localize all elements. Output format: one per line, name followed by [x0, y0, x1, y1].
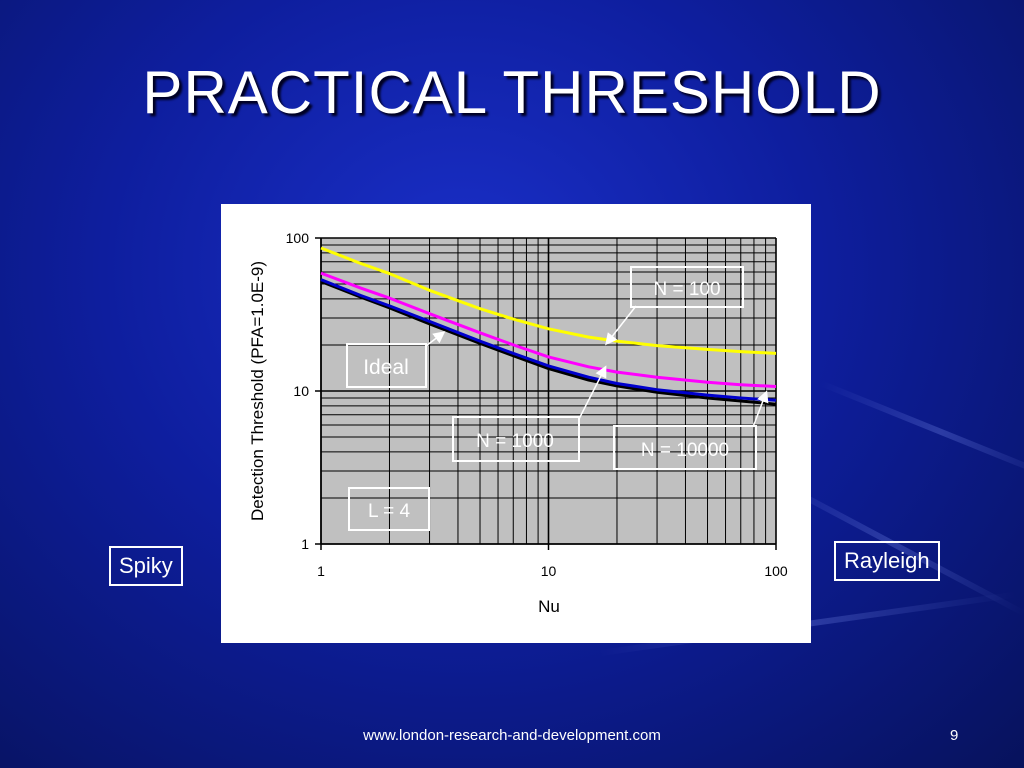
x-tick-label: 1 [317, 563, 325, 579]
annotation-n10000-label: N = 10000 [641, 440, 729, 461]
rayleigh-label: Rayleigh [834, 541, 940, 581]
axes [315, 237, 777, 550]
series-line-n-100 [320, 246, 777, 355]
annotation-n1000-arrow [578, 365, 607, 420]
y-axis-label: Detection Threshold (PFA=1.0E-9) [248, 261, 267, 521]
x-tick-label: 100 [764, 563, 788, 579]
background-streak [818, 380, 1024, 484]
slide-title: PRACTICAL THRESHOLD [142, 59, 882, 126]
chart: 1 10 100 1 10 100 Nu Detection Threshold (PFA… [248, 230, 788, 616]
annotation-n10000-arrow [752, 390, 769, 428]
x-tick-label: 10 [541, 563, 557, 579]
annotation-n1000-label: N = 1000 [476, 431, 554, 452]
annotation-ideal-label: Ideal [363, 356, 409, 379]
annotation-n100-arrow [605, 305, 637, 346]
series-line-n-10000 [320, 278, 777, 402]
annotation-n100-label: N = 100 [653, 279, 720, 300]
annotation-n1000: N = 1000 [452, 365, 607, 462]
page-number: 9 [950, 727, 959, 744]
annotation-l4: L = 4 [348, 487, 430, 531]
series-line-ideal [320, 280, 777, 406]
x-axis-label: Nu [538, 597, 560, 616]
spiky-label: Spiky [109, 546, 183, 586]
series-line-n-1000 [320, 271, 777, 388]
annotation-n10000: N = 10000 [613, 390, 769, 470]
annotation-ideal-arrow [425, 331, 446, 347]
annotation-l4-label: L = 4 [368, 501, 411, 522]
chart-panel: 1 10 100 1 10 100 Nu Detection Threshold (PFA… [221, 204, 811, 643]
tick-labels: 1 10 100 1 10 100 [286, 230, 788, 579]
y-tick-label: 10 [293, 383, 309, 399]
series [320, 246, 777, 406]
annotation-ideal: Ideal [346, 331, 446, 388]
annotation-n100: N = 100 [605, 266, 744, 346]
y-tick-label: 1 [301, 536, 309, 552]
footer-url: www.london-research-and-development.com [363, 727, 661, 744]
y-tick-label: 100 [286, 230, 310, 246]
